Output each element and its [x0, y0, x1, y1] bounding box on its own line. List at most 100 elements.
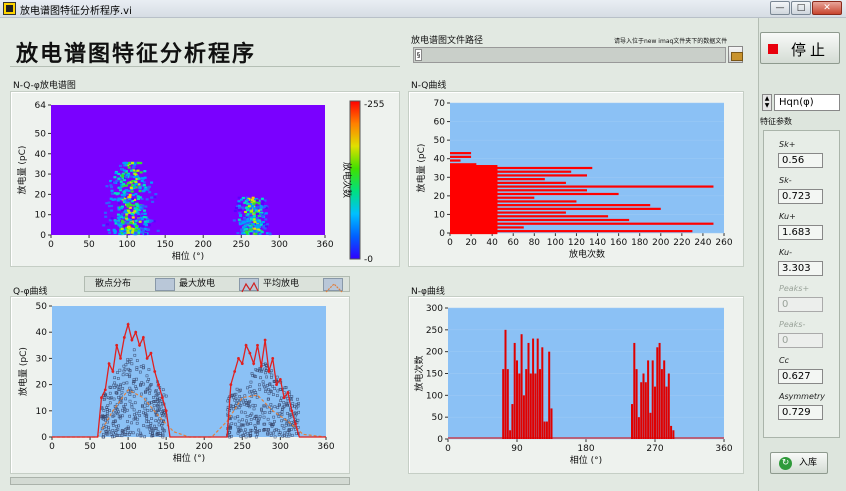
heat-cell	[146, 186, 150, 189]
heat-cell	[233, 209, 237, 213]
heat-cell	[250, 208, 254, 211]
heat-cell	[130, 175, 134, 178]
heat-cell	[130, 220, 134, 223]
heat-cell	[134, 192, 138, 196]
heat-cell	[124, 217, 128, 220]
bar-core	[450, 202, 498, 209]
heat-cell	[255, 206, 259, 209]
heat-cell	[131, 227, 135, 231]
scatter-point	[132, 378, 136, 381]
selector-arrows-icon[interactable]: ▲ ▼	[762, 94, 772, 111]
bar-core	[450, 228, 498, 235]
scatter-point	[108, 397, 112, 400]
scatter-point	[246, 402, 250, 405]
y-tick-label: 250	[426, 326, 443, 336]
x-tick-label: 300	[271, 240, 288, 250]
heat-cell	[265, 223, 269, 226]
horizontal-scrollbar[interactable]	[10, 477, 350, 485]
scatter-point	[152, 404, 156, 407]
heat-cell	[117, 172, 121, 176]
heat-cell	[139, 216, 143, 219]
heat-cell	[129, 186, 133, 189]
scatter-point	[135, 359, 139, 362]
close-button[interactable]: ✕	[812, 1, 842, 15]
heat-cell	[121, 232, 125, 236]
scatter-point	[250, 429, 254, 433]
max-point	[130, 338, 134, 342]
scatter-point	[277, 429, 281, 433]
bar	[654, 386, 656, 439]
heat-cell	[144, 222, 148, 225]
scatter-point	[270, 390, 273, 393]
feature-selector[interactable]: ▲ ▼ Hqn(φ)	[762, 94, 840, 111]
scatter-point	[145, 425, 149, 429]
bar	[658, 342, 661, 439]
scatter-point	[103, 415, 107, 419]
scatter-point	[118, 434, 122, 437]
heat-cell	[112, 181, 116, 184]
scatter-point	[156, 405, 160, 408]
scatter-point	[235, 402, 238, 405]
bar	[509, 430, 512, 439]
scatter-point	[272, 422, 275, 426]
heat-cell	[120, 197, 124, 200]
file-path-input[interactable]: §	[413, 47, 726, 63]
scatter-point	[117, 388, 121, 391]
mean-legend-icon	[323, 278, 343, 293]
heat-cell	[120, 212, 124, 216]
bar	[450, 170, 572, 173]
scatter-point	[135, 411, 139, 415]
heat-cell	[127, 228, 131, 231]
heat-cell	[136, 195, 140, 198]
heat-cell	[244, 221, 248, 224]
scatter-point	[268, 411, 272, 414]
heat-cell	[125, 213, 129, 216]
bar	[633, 342, 636, 439]
y-tick-label: 10	[35, 211, 47, 221]
max-point	[286, 391, 290, 394]
scatter-point	[161, 433, 165, 437]
scatter-point	[269, 403, 273, 406]
heat-cell	[123, 192, 127, 195]
y-axis-label: 放电量 (pC)	[16, 146, 28, 195]
max-point	[126, 322, 130, 326]
heat-cell	[257, 205, 261, 209]
scatter-point	[243, 411, 247, 415]
scatter-point	[275, 394, 279, 397]
heat-cell	[116, 221, 120, 224]
scatter-point	[161, 427, 164, 430]
insert-db-button[interactable]: ↻ 入库	[770, 452, 828, 474]
bar	[642, 373, 645, 439]
scatter-point	[159, 432, 162, 435]
bar-core	[450, 187, 498, 194]
x-tick-label: 240	[694, 238, 711, 248]
scatter-point	[130, 421, 133, 425]
maximize-button[interactable]: □	[791, 1, 811, 15]
scatter-point	[264, 371, 267, 375]
scatter-point	[122, 405, 126, 408]
heat-cell	[262, 213, 266, 216]
scatter-point	[256, 432, 259, 436]
heat-cell	[118, 202, 122, 205]
minimize-button[interactable]: —	[770, 1, 790, 15]
bar	[543, 421, 546, 439]
x-axis-label: 相位 (°)	[570, 454, 602, 466]
heat-cell	[143, 209, 147, 212]
heat-cell	[260, 231, 264, 234]
scatter-point	[154, 419, 158, 423]
heat-cell	[249, 202, 253, 206]
scatter-point	[282, 401, 286, 404]
page-title: 放电谱图特征分析程序	[16, 41, 257, 67]
bar-core	[450, 198, 498, 205]
stop-button[interactable]: 停止	[760, 32, 840, 64]
scatter-point	[115, 424, 118, 428]
heat-cell	[249, 207, 253, 210]
heat-cell	[119, 232, 123, 236]
heat-cell	[123, 161, 127, 165]
feature-value: 0.723	[778, 189, 823, 204]
heat-cell	[137, 229, 141, 232]
scatter-point	[149, 408, 153, 412]
heat-cell	[132, 169, 136, 172]
heat-cell	[130, 161, 134, 165]
browse-folder-button[interactable]	[728, 46, 743, 63]
